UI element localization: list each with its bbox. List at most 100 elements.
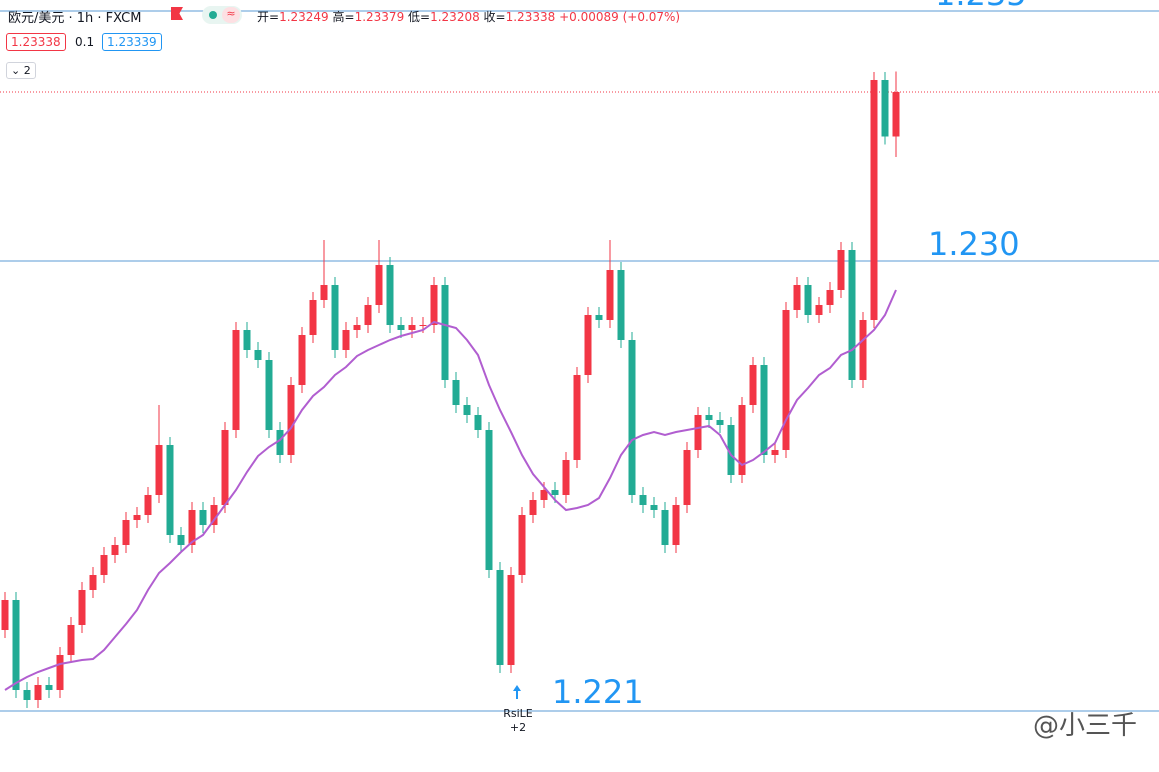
buy-button[interactable]: 1.23339 [102, 33, 162, 51]
spread: 0.1 [75, 35, 95, 49]
candle-body [496, 570, 504, 665]
candle-body [837, 250, 845, 290]
candle-body [265, 360, 273, 430]
legend-label: 低= [408, 10, 431, 24]
candle-body [463, 405, 471, 415]
level-label: 1.230 [928, 225, 1020, 263]
candle-body [1, 600, 9, 630]
candle-body [892, 92, 900, 137]
candle-body [78, 590, 86, 625]
indicator-count: 2 [23, 64, 31, 77]
candle-body [551, 490, 559, 495]
candle-body [826, 290, 834, 305]
candle-body [749, 365, 757, 405]
legend-change-pct: (+0.07%) [622, 10, 681, 24]
candle-body [881, 80, 889, 137]
level-label: 1.235 [935, 0, 1027, 13]
candle-body [727, 425, 735, 475]
candle-body [760, 365, 768, 455]
candle-body [672, 505, 680, 545]
candle-body [23, 690, 31, 700]
symbol-title[interactable]: 欧元/美元 · 1h · FXCM [8, 11, 142, 26]
candle-body [540, 490, 548, 500]
candle-body [34, 685, 42, 700]
candle-body [683, 450, 691, 505]
candle-body [562, 460, 570, 495]
candle-body [793, 285, 801, 310]
signal-label: RsiLE [503, 707, 533, 720]
candle-body [199, 510, 207, 525]
candle-body [243, 330, 251, 350]
candle-body [815, 305, 823, 315]
candle-body [584, 315, 592, 375]
candle-body [232, 330, 240, 430]
candle-body [705, 415, 713, 420]
ohlc-legend: 开=1.23249 高=1.23379 低=1.23208 收=1.23338 … [257, 8, 680, 25]
legend-value: 1.23249 [279, 10, 329, 24]
sell-button[interactable]: 1.23338 [6, 33, 66, 51]
candle-body [507, 575, 515, 665]
flag-icon[interactable] [171, 7, 183, 20]
legend-value: 1.23208 [430, 10, 480, 24]
candle-body [89, 575, 97, 590]
candle-body [639, 495, 647, 505]
candle-body [694, 415, 702, 450]
candle-body [276, 430, 284, 455]
level-label: 1.221 [552, 673, 644, 711]
candle-body [661, 510, 669, 545]
candle-body [650, 505, 658, 510]
candle-body [56, 655, 64, 690]
candle-body [452, 380, 460, 405]
candle-body [166, 445, 174, 535]
candle-body [133, 515, 141, 520]
legend-label: 开= [257, 10, 280, 24]
delay-icon: ≈ [222, 7, 240, 23]
legend-value: 1.23338 [505, 10, 556, 24]
candle-body [386, 265, 394, 325]
candle-body [848, 250, 856, 380]
candle-body [287, 385, 295, 455]
candle-body [397, 325, 405, 330]
candle-body [419, 325, 427, 326]
candle-body [518, 515, 526, 575]
candle-body [155, 445, 163, 495]
candle-body [859, 320, 867, 380]
candle-body [298, 335, 306, 385]
candle-body [342, 330, 350, 350]
candle-body [738, 405, 746, 475]
candle-body [606, 270, 614, 320]
legend-label: 高= [332, 10, 355, 24]
candle-body [529, 500, 537, 515]
candle-body [353, 325, 361, 330]
candle-body [210, 505, 218, 525]
candle-body [595, 315, 603, 320]
candle-body [67, 625, 75, 655]
indicator-toggle[interactable]: ⌄ 2 [6, 62, 36, 79]
candle-body [254, 350, 262, 360]
candle-body [100, 555, 108, 575]
signal-qty: +2 [510, 721, 526, 734]
candle-body [573, 375, 581, 460]
candle-body [617, 270, 625, 340]
candle-body [716, 420, 724, 425]
signal-arrow [513, 685, 521, 699]
candle-body [320, 285, 328, 300]
watermark: @小三千 [1032, 711, 1137, 741]
legend-label: 收= [483, 10, 506, 24]
candle-body [430, 285, 438, 325]
status-pill[interactable]: ≈ [202, 6, 242, 24]
candle-body [804, 285, 812, 315]
legend-change: +0.00089 [559, 10, 619, 24]
candle-body [144, 495, 152, 515]
market-open-dot [209, 11, 217, 19]
candle-body [441, 285, 449, 380]
candle-body [122, 520, 130, 545]
candle-body [331, 285, 339, 350]
candle-body [408, 325, 416, 330]
candle-body [782, 310, 790, 450]
candle-body [45, 685, 53, 690]
moving-average [4, 289, 897, 691]
candle-body [309, 300, 317, 335]
legend-value: 1.23379 [354, 10, 405, 24]
